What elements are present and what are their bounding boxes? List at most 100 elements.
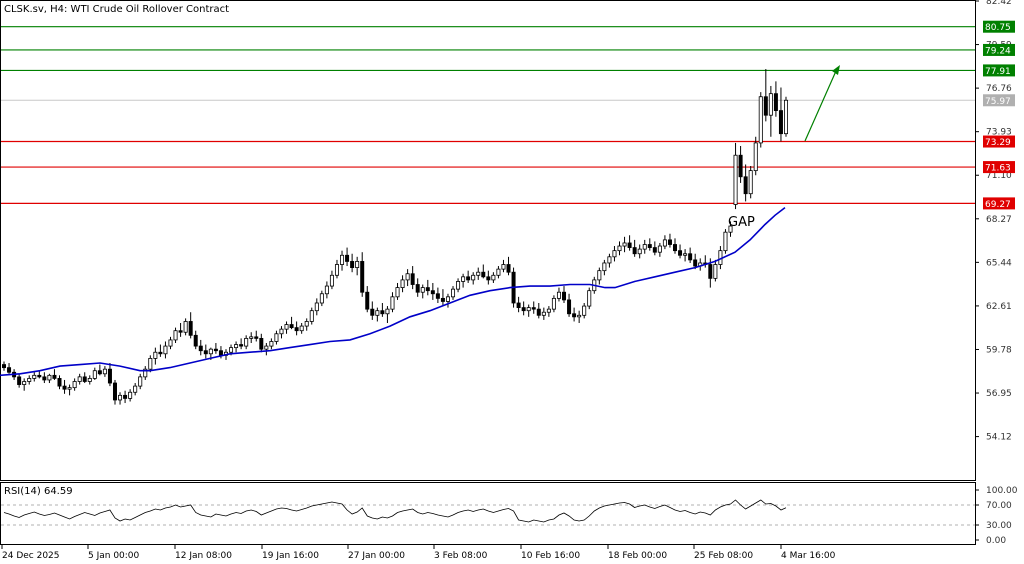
date-tick-label: 19 Jan 16:00: [262, 551, 319, 561]
moving-average-layer: [0, 206, 786, 377]
candle-body: [440, 297, 445, 302]
price-tick-label: 73.93: [986, 128, 1012, 138]
candle-body: [314, 302, 319, 312]
candle-body: [355, 261, 360, 268]
candle-body: [567, 299, 572, 315]
candle-body: [112, 382, 117, 401]
candle-body: [667, 239, 672, 245]
candle-body: [42, 376, 47, 381]
price-tick-label: 68.27: [986, 215, 1012, 225]
candle-body: [743, 176, 748, 195]
candle-body: [128, 391, 133, 399]
rsi-label: RSI(14) 64.59: [4, 486, 73, 497]
candle-body: [395, 287, 400, 298]
candle-body: [461, 276, 466, 282]
candle-body: [2, 364, 7, 369]
levels-layer: [1, 26, 975, 205]
date-tick-label: 10 Feb 16:00: [521, 551, 580, 561]
level-tag-label: 71.63: [985, 164, 1011, 174]
candle-body: [405, 273, 410, 281]
candle-body: [7, 367, 12, 373]
candle-body: [758, 96, 763, 144]
candle-body: [27, 378, 32, 382]
candle-body: [72, 381, 77, 389]
candle-body: [471, 274, 476, 281]
candle-body: [778, 110, 783, 135]
candle-body: [531, 307, 536, 310]
candle-body: [213, 348, 218, 352]
candle-body: [602, 262, 607, 272]
candle-body: [678, 250, 683, 256]
candle-body: [82, 376, 87, 382]
candle-body: [274, 333, 279, 342]
date-tick-label: 4 Mar 16:00: [781, 551, 836, 561]
candle-body: [345, 254, 350, 262]
candle-body: [693, 259, 698, 267]
candle-body: [234, 344, 239, 349]
candle-body: [784, 99, 789, 135]
candle-body: [546, 308, 551, 313]
candle-body: [22, 381, 27, 385]
candle-body: [249, 336, 254, 339]
candle-body: [375, 310, 380, 316]
candle-body: [32, 374, 37, 379]
price-tick-label: 76.76: [986, 84, 1012, 94]
candle-body: [294, 327, 299, 332]
candle-body: [168, 339, 173, 347]
candle-body: [496, 268, 501, 276]
level-tags: 80.75 79.24 77.91 73.29 71.63 69.27 75.97: [983, 20, 1015, 210]
price-tick-label: 56.95: [986, 389, 1012, 399]
up-arrow-icon: [804, 65, 840, 142]
candle-body: [309, 310, 314, 322]
date-tick-label: 25 Feb 08:00: [694, 551, 753, 561]
level-tag-label: 79.24: [985, 46, 1011, 56]
candle-body: [118, 394, 123, 401]
candle-body: [647, 244, 652, 248]
rsi-axis: 100.00 70.00 30.00 0.00: [975, 486, 1018, 546]
level-tag-label: 73.29: [985, 138, 1011, 148]
candle-body: [77, 376, 82, 382]
candle-body: [763, 96, 768, 116]
date-tick-label: 12 Jan 08:00: [175, 551, 232, 561]
main-plot-frame: [0, 0, 976, 481]
chart-title: CLSK.sv, H4: WTI Crude Oil Rollover Cont…: [4, 4, 229, 15]
candle-body: [390, 296, 395, 310]
candle-body: [410, 273, 415, 285]
candle-body: [572, 313, 577, 318]
candle-body: [47, 374, 52, 381]
candle-body: [435, 293, 440, 299]
candle-body: [158, 351, 163, 355]
candle-body: [198, 345, 203, 352]
level-tag-label: 80.75: [985, 23, 1011, 33]
price-tick-label: 71.10: [986, 171, 1012, 181]
candle-body: [319, 293, 324, 304]
level-tag-label: 77.91: [985, 67, 1011, 77]
candle-body: [597, 270, 602, 281]
candle-body: [506, 264, 511, 273]
candle-body: [425, 287, 430, 292]
rsi-line: [3, 499, 787, 523]
candle-body: [501, 264, 506, 270]
candle-body: [370, 308, 375, 316]
candle-body: [52, 374, 57, 379]
candle-body: [642, 244, 647, 250]
candle-body: [607, 256, 612, 264]
candle-body: [556, 291, 561, 299]
candle-body: [768, 93, 773, 116]
level-tag: [983, 135, 1015, 148]
candle-body: [329, 274, 334, 287]
candle-body: [652, 247, 657, 253]
candle-body: [92, 370, 97, 379]
candle-body: [708, 264, 713, 279]
candle-body: [254, 336, 259, 339]
candle-body: [738, 154, 743, 178]
candle-body: [622, 242, 627, 247]
candle-body: [87, 378, 92, 382]
candle-body: [239, 344, 244, 347]
level-tag: [983, 20, 1015, 33]
candle-body: [218, 350, 223, 356]
candle-body: [753, 142, 758, 172]
candle-body: [400, 279, 405, 288]
candle-body: [582, 305, 587, 316]
